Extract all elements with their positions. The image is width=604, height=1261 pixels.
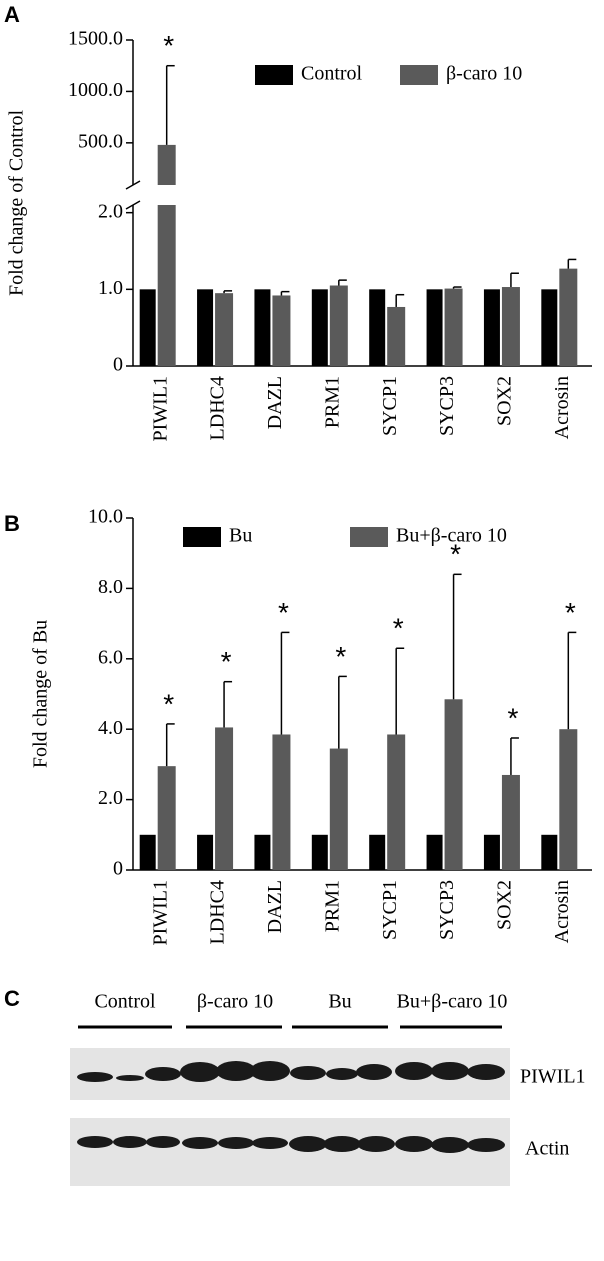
bar	[369, 834, 386, 870]
bar	[157, 144, 176, 185]
legend-label: β-caro 10	[446, 63, 522, 85]
y-tick-label: 6.0	[98, 646, 123, 668]
bar	[272, 734, 291, 870]
panel-label: C	[4, 986, 20, 1011]
y-axis-label: Fold change of Bu	[30, 620, 52, 768]
x-tick-label: SYCP1	[379, 376, 401, 436]
lane-group-label: Bu+β-caro 10	[397, 991, 508, 1013]
significance-mark: *	[163, 688, 174, 719]
bar	[254, 289, 271, 366]
blot-bands	[77, 1061, 505, 1082]
bar	[157, 205, 176, 366]
blot-row-label: Actin	[525, 1138, 569, 1160]
bar	[329, 748, 348, 870]
bar	[329, 285, 348, 366]
bar	[387, 306, 406, 366]
bar	[254, 834, 271, 870]
bar	[483, 289, 500, 366]
legend-swatch	[183, 527, 221, 547]
bar	[541, 289, 558, 366]
bar	[311, 834, 328, 870]
y-tick-label: 10.0	[88, 506, 123, 528]
x-tick-label: DAZL	[264, 376, 286, 429]
blot-bands	[77, 1136, 505, 1153]
significance-mark: *	[450, 539, 461, 570]
x-tick-label: SOX2	[494, 880, 516, 930]
y-tick-label: 8.0	[98, 576, 123, 598]
x-tick-label: SYCP1	[379, 880, 401, 940]
x-tick-label: SYCP3	[436, 376, 458, 436]
legend-swatch	[255, 65, 293, 85]
legend-label: Bu	[229, 525, 252, 547]
bar	[541, 834, 558, 870]
bar	[501, 287, 520, 366]
significance-mark: *	[221, 646, 232, 677]
bar	[139, 834, 156, 870]
y-tick-label: 500.0	[78, 130, 123, 152]
bar	[272, 295, 291, 366]
significance-mark: *	[565, 597, 576, 628]
x-tick-label: LDHC4	[207, 376, 229, 440]
significance-mark: *	[278, 597, 289, 628]
significance-mark: *	[507, 702, 518, 733]
y-tick-label: 1000.0	[68, 79, 123, 101]
panel-label: B	[4, 511, 20, 536]
bar	[197, 834, 214, 870]
significance-mark: *	[335, 641, 346, 672]
axis-break	[125, 180, 141, 190]
legend-label: Control	[301, 63, 363, 85]
y-tick-label: 0	[113, 858, 123, 880]
significance-mark: *	[393, 613, 404, 644]
bar	[387, 734, 406, 870]
bar	[444, 699, 463, 870]
blot-membrane	[70, 1118, 510, 1186]
x-tick-label: SYCP3	[436, 880, 458, 940]
blot-row-label: PIWIL1	[520, 1066, 586, 1088]
legend-swatch	[400, 65, 438, 85]
x-tick-label: SOX2	[494, 376, 516, 426]
x-tick-label: PIWIL1	[149, 880, 171, 946]
x-tick-label: PIWIL1	[149, 376, 171, 442]
y-tick-label: 2.0	[98, 200, 123, 222]
y-tick-label: 1.0	[98, 277, 123, 299]
lane-group-label: Bu	[328, 991, 351, 1013]
legend-label: Bu+β-caro 10	[396, 525, 507, 547]
bar	[559, 268, 578, 366]
x-tick-label: DAZL	[264, 880, 286, 933]
bar	[444, 288, 463, 366]
x-tick-label: Acrosin	[551, 376, 573, 439]
x-tick-label: PRM1	[321, 376, 343, 428]
axis-break	[125, 200, 141, 210]
x-tick-label: Acrosin	[551, 880, 573, 943]
y-tick-label: 1500.0	[68, 28, 123, 50]
bar	[215, 293, 234, 366]
bar	[483, 834, 500, 870]
y-tick-label: 4.0	[98, 717, 123, 739]
x-tick-label: PRM1	[321, 880, 343, 932]
bar	[501, 774, 520, 870]
y-tick-label: 2.0	[98, 787, 123, 809]
lane-group-label: β-caro 10	[197, 991, 273, 1013]
y-tick-label: 0	[113, 354, 123, 376]
bar	[426, 834, 443, 870]
bar	[197, 289, 214, 366]
legend-swatch	[350, 527, 388, 547]
bar	[426, 289, 443, 366]
bar	[215, 727, 234, 870]
significance-mark: *	[163, 30, 174, 61]
bar	[311, 289, 328, 366]
bar	[369, 289, 386, 366]
y-axis-label: Fold change of Control	[6, 110, 28, 297]
bar	[157, 766, 176, 870]
bar	[139, 289, 156, 366]
bar	[559, 729, 578, 870]
lane-group-label: Control	[94, 991, 156, 1013]
x-tick-label: LDHC4	[207, 880, 229, 944]
panel-label: A	[4, 2, 20, 27]
